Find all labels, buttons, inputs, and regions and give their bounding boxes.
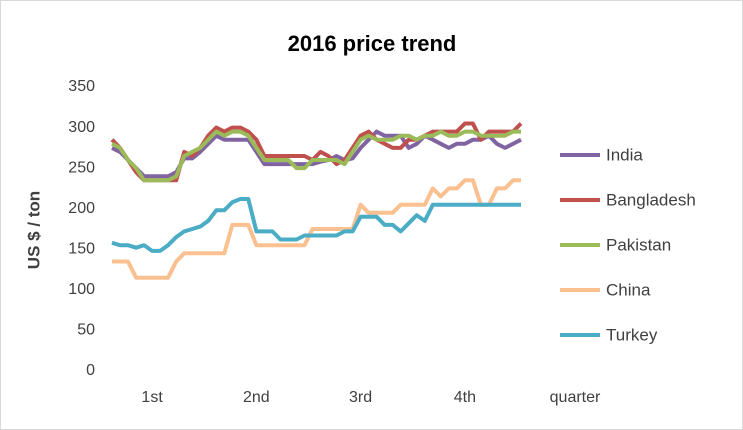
x-axis-label: quarter	[550, 389, 601, 406]
y-tick-label: 0	[86, 362, 95, 379]
legend-label: China	[606, 280, 651, 299]
x-tick-label: 2nd	[243, 389, 270, 406]
legend-label: Turkey	[606, 325, 658, 344]
y-tick-label: 350	[68, 78, 95, 95]
legend-label: India	[606, 145, 643, 164]
y-tick-label: 200	[68, 200, 95, 217]
x-tick-label: 4th	[454, 389, 476, 406]
y-tick-label: 150	[68, 241, 95, 258]
y-tick-label: 300	[68, 119, 95, 136]
legend-label: Pakistan	[606, 235, 671, 254]
line-series	[111, 129, 521, 183]
x-tick-label: 3rd	[349, 389, 372, 406]
line-series	[112, 178, 521, 280]
legend-label: Bangladesh	[606, 190, 696, 209]
line-series	[111, 197, 521, 253]
y-tick-label: 50	[77, 322, 95, 339]
x-tick-label: 1st	[141, 389, 163, 406]
y-axis-label: US $ / ton	[24, 191, 43, 269]
chart-title: 2016 price trend	[288, 31, 457, 56]
y-tick-label: 100	[68, 281, 95, 298]
y-tick-label: 250	[68, 159, 95, 176]
